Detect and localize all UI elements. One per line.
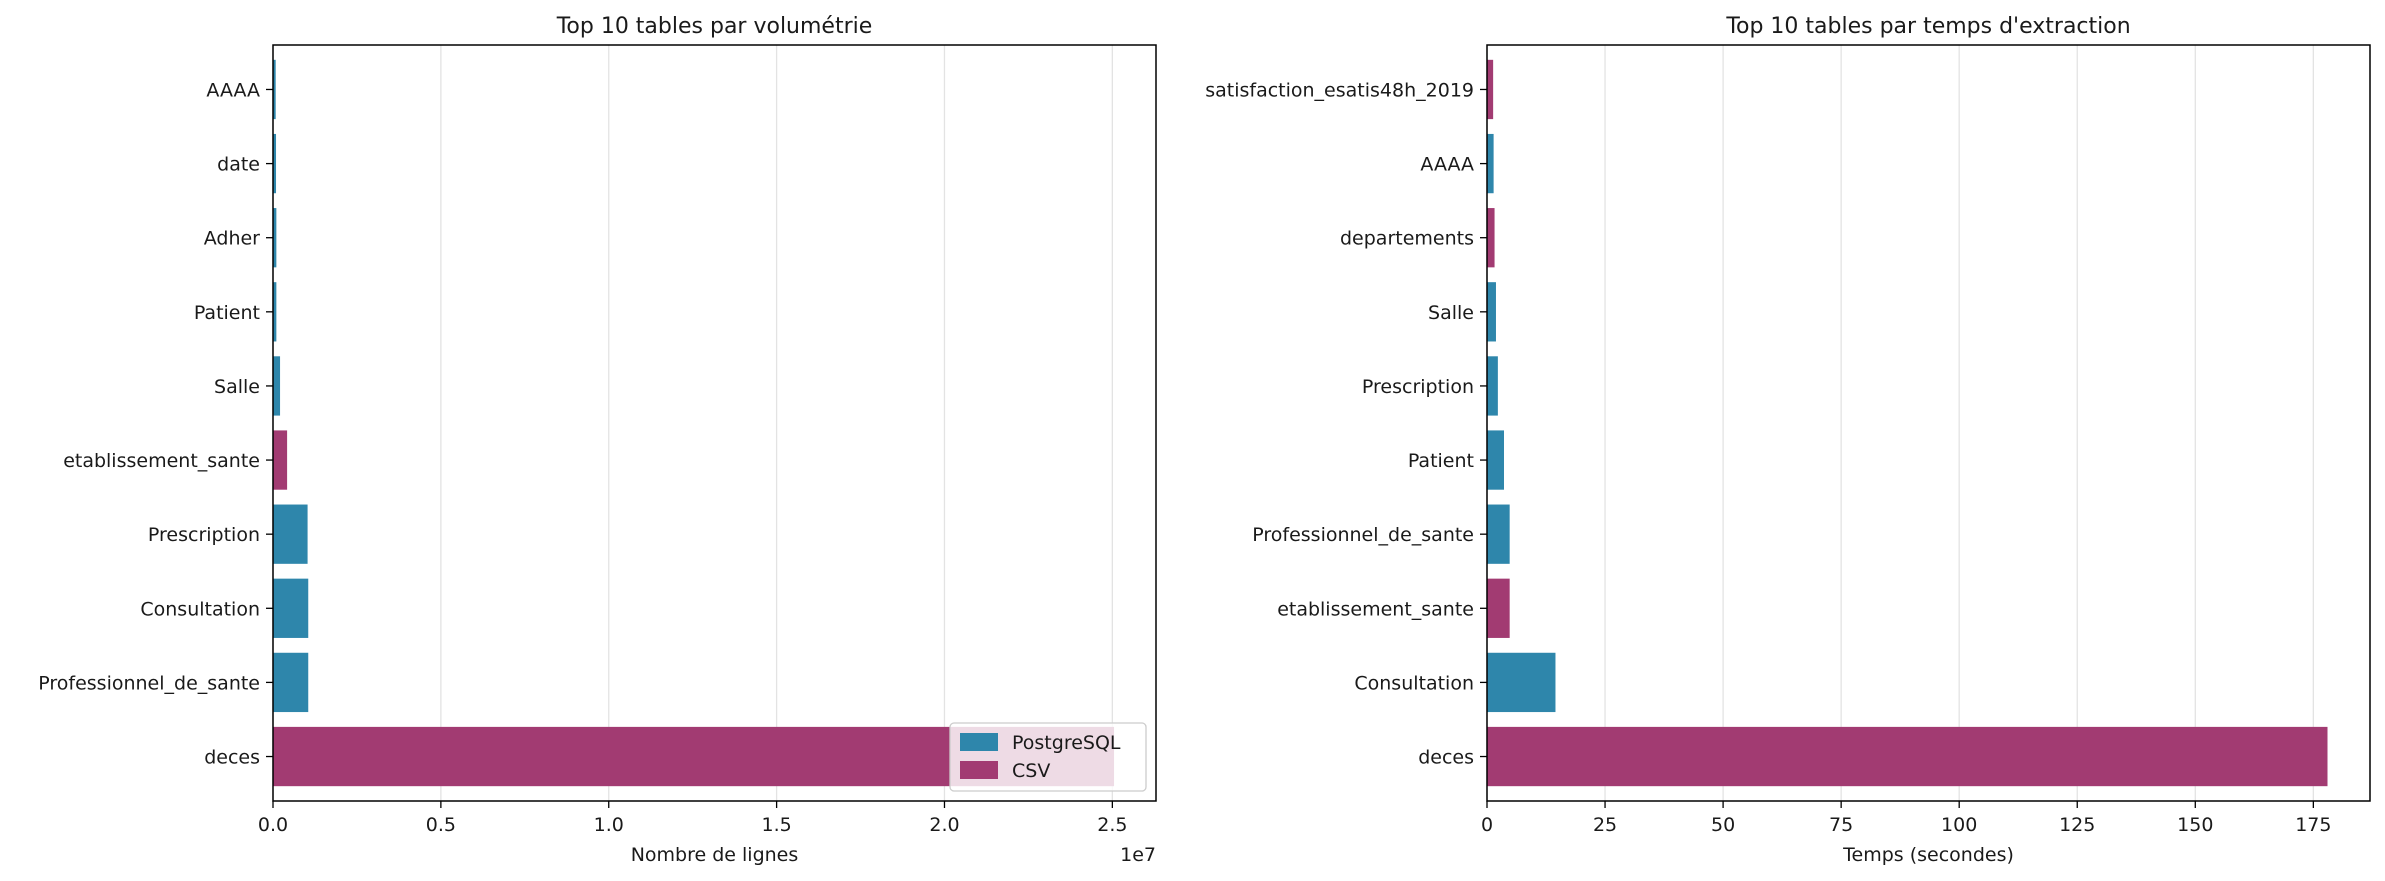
y-tick-label: satisfaction_esatis48h_2019: [1205, 79, 1474, 101]
x-tick-label: 50: [1711, 814, 1735, 836]
bar-Professionnel_de_sante: [1487, 504, 1510, 564]
x-axis-label: Temps (secondes): [1842, 844, 2014, 866]
y-tick-label: AAAA: [206, 79, 260, 101]
y-tick-label: Patient: [194, 302, 260, 324]
x-tick-label: 0: [1481, 814, 1493, 836]
chart-panel-2: deces Consultation etablissement_sante Prof…: [1205, 14, 2371, 866]
y-tick-label: Prescription: [148, 524, 260, 546]
y-tick-label: etablissement_sante: [63, 450, 260, 472]
chart-title: Top 10 tables par volumétrie: [556, 14, 873, 39]
x-tick-label: 125: [2059, 814, 2095, 836]
chart-panel-1: deces Professionnel_de_sante Consultation P…: [38, 14, 1157, 866]
bar-Consultation: [1487, 652, 1556, 713]
axis-offset-text: 1e7: [1120, 844, 1156, 866]
bar-Prescription: [273, 504, 308, 564]
bar-deces: [1487, 726, 2328, 787]
y-tick-label: deces: [1418, 747, 1474, 769]
bar-Adher: [273, 208, 277, 268]
y-tick-label: Salle: [214, 376, 260, 398]
bar-Patient: [273, 282, 277, 342]
legend-box: [949, 722, 1147, 792]
x-axis-label: Nombre de lignes: [631, 844, 799, 866]
y-tick-label: Salle: [1428, 302, 1474, 324]
x-tick-label: 25: [1593, 814, 1617, 836]
y-tick-label: date: [217, 154, 260, 176]
x-tick-label: 0.0: [258, 814, 288, 836]
y-tick-label: Consultation: [140, 598, 260, 620]
bar-date: [273, 133, 277, 194]
plot-frame: [1486, 44, 2371, 802]
bar-AAAA: [1487, 133, 1494, 194]
x-tick-label: 150: [2177, 814, 2213, 836]
legend-swatch: [960, 761, 998, 779]
x-tick-label: 1.0: [594, 814, 624, 836]
x-tick-label: 2.5: [1097, 814, 1127, 836]
chart-title: Top 10 tables par temps d'extraction: [1725, 14, 2130, 39]
x-tick-label: 175: [2295, 814, 2331, 836]
bar-Prescription: [1487, 356, 1498, 416]
x-tick-label: 0.5: [426, 814, 456, 836]
y-tick-label: AAAA: [1420, 154, 1474, 176]
y-tick-label: Professionnel_de_sante: [1252, 524, 1474, 546]
bar-Salle: [1487, 282, 1496, 342]
legend-entry-label: PostgreSQL: [1012, 732, 1121, 754]
legend: PostgreSQL CSV: [949, 722, 1147, 792]
bar-etablissement_sante: [273, 430, 288, 490]
y-tick-label: departements: [1340, 228, 1474, 250]
plot-frame: [272, 44, 1157, 802]
bar-etablissement_sante: [1487, 578, 1510, 638]
y-tick-label: Consultation: [1354, 672, 1474, 694]
y-tick-label: Adher: [204, 228, 260, 250]
bar-departements: [1487, 208, 1495, 268]
y-tick-label: Patient: [1408, 450, 1474, 472]
x-tick-label: 75: [1829, 814, 1853, 836]
y-tick-label: Professionnel_de_sante: [38, 672, 260, 694]
bar-Salle: [273, 356, 281, 416]
bar-Professionnel_de_sante: [273, 652, 309, 713]
x-tick-label: 1.5: [762, 814, 792, 836]
y-tick-label: Prescription: [1362, 376, 1474, 398]
y-tick-label: etablissement_sante: [1277, 598, 1474, 620]
bar-Patient: [1487, 430, 1504, 490]
y-tick-label: deces: [204, 747, 260, 769]
bar-Consultation: [273, 578, 309, 638]
legend-entry-label: CSV: [1012, 760, 1050, 782]
x-tick-label: 100: [1941, 814, 1977, 836]
x-tick-label: 2.0: [929, 814, 959, 836]
legend-swatch: [960, 733, 998, 751]
bar-satisfaction_esatis48h_2019: [1487, 59, 1494, 120]
bar-AAAA: [273, 59, 276, 120]
